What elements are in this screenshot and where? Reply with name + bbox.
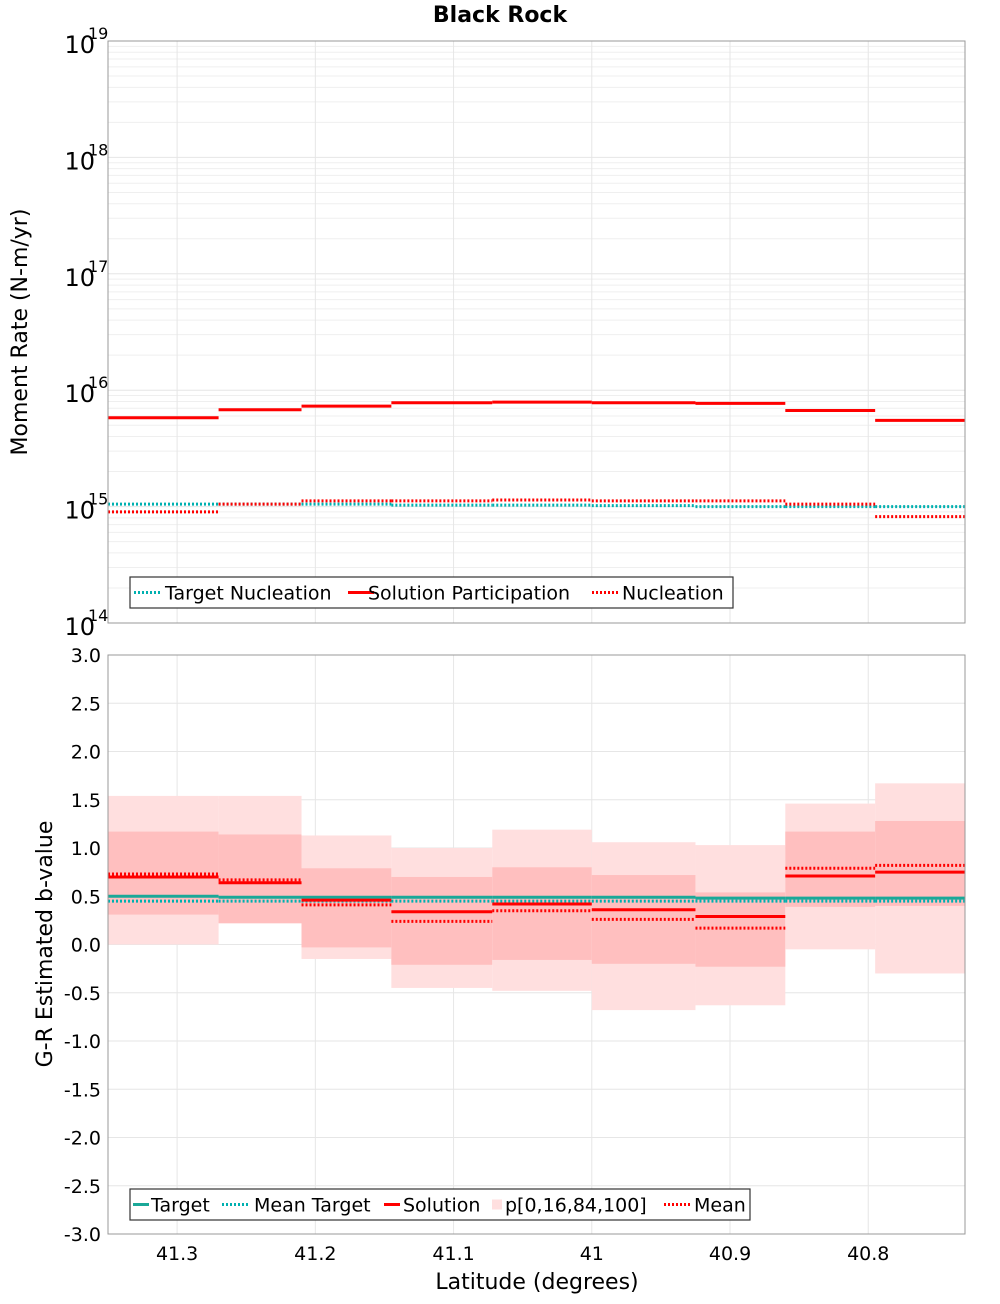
top-y-tick-label: 10 — [64, 31, 95, 59]
bottom-y-tick-label: -2.5 — [64, 1176, 101, 1198]
top-y-tick-label: 10 — [64, 264, 95, 292]
top-legend-label: Target Nucleation — [164, 583, 332, 605]
bottom-y-tick-label: -2.0 — [64, 1128, 101, 1150]
chart-title: Black Rock — [433, 3, 569, 28]
top-y-tick-exponent: 19 — [88, 24, 108, 43]
percentile-band-inner — [492, 867, 592, 960]
top-y-tick-exponent: 17 — [88, 257, 108, 276]
x-tick-label: 41 — [580, 1243, 604, 1265]
bottom-legend-label: Mean Target — [254, 1195, 371, 1217]
b-value-panel: -3.0 -2.5 -2.0 -1.5 -1.0 -0.5 0.0 0.5 1.0 1.5 2.0 2… — [64, 645, 966, 1265]
top-y-tick-label: 10 — [64, 613, 95, 641]
bottom-legend-label: p[0,16,84,100] — [505, 1195, 647, 1217]
bottom-y-tick-label: 2.0 — [71, 742, 101, 764]
x-tick-label: 40.9 — [709, 1243, 751, 1265]
bottom-y-tick-label: 1.5 — [71, 790, 101, 812]
top-plot-area — [108, 41, 965, 623]
bottom-y-tick-label: -1.5 — [64, 1079, 101, 1101]
bottom-y-tick-label: -0.5 — [64, 983, 101, 1005]
top-y-tick-exponent: 16 — [88, 373, 108, 392]
top-legend-label: Solution Participation — [368, 583, 570, 605]
top-y-tick-label: 10 — [64, 147, 95, 175]
top-legend-box — [129, 576, 734, 609]
top-y-tick-exponent: 15 — [88, 490, 108, 509]
top-y-axis-label: Moment Rate (N-m/yr) — [8, 209, 33, 456]
bottom-y-axis-label: G-R Estimated b-value — [33, 821, 58, 1068]
top-legend-label: Nucleation — [622, 583, 724, 605]
bottom-y-tick-label: 3.0 — [71, 645, 101, 667]
x-tick-label: 41.2 — [294, 1243, 336, 1265]
top-y-tick-label: 10 — [64, 380, 95, 408]
top-y-tick-exponent: 18 — [88, 140, 108, 159]
bottom-plot-frame — [107, 654, 966, 1235]
percentile-band-inner — [301, 868, 392, 948]
bottom-y-tick-label: 2.5 — [71, 693, 101, 715]
bottom-legend-label: Solution — [403, 1195, 480, 1217]
x-axis-label: Latitude (degrees) — [435, 1270, 638, 1295]
bottom-legend-label: Target — [150, 1195, 210, 1217]
x-tick-label: 40.8 — [847, 1243, 889, 1265]
top-y-tick-exponent: 14 — [88, 606, 108, 625]
bottom-y-tick-label: -1.0 — [64, 1031, 101, 1053]
bottom-legend-box — [129, 1188, 751, 1221]
bottom-y-tick-label: 1.0 — [71, 838, 101, 860]
top-y-tick-label: 10 — [64, 497, 95, 525]
x-tick-label: 41.1 — [432, 1243, 474, 1265]
bottom-legend-swatch — [492, 1199, 502, 1210]
bottom-legend-label: Mean — [694, 1195, 746, 1217]
bottom-y-tick-label: -3.0 — [64, 1224, 101, 1246]
bottom-y-tick-label: 0.5 — [71, 886, 101, 908]
top-plot-frame — [107, 40, 966, 624]
x-tick-label: 41.3 — [156, 1243, 198, 1265]
bottom-y-tick-label: 0.0 — [71, 935, 101, 957]
percentile-band-inner — [875, 820, 965, 906]
